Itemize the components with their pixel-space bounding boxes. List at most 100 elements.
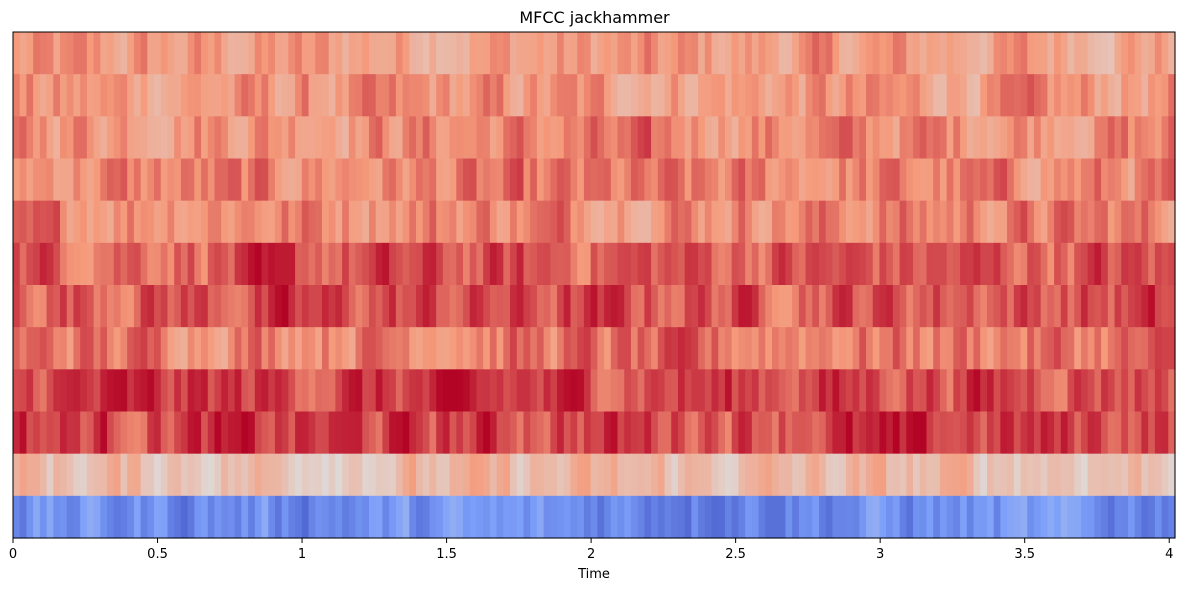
heatmap-cell xyxy=(268,495,276,539)
heatmap-cell xyxy=(960,495,968,539)
heatmap-cell xyxy=(906,116,914,160)
heatmap-cell xyxy=(926,453,934,497)
heatmap-cell xyxy=(913,411,921,455)
heatmap-cell xyxy=(19,242,28,286)
heatmap-cell xyxy=(348,495,357,539)
x-tick-label: 3 xyxy=(876,547,884,562)
heatmap-cell xyxy=(510,495,518,539)
heatmap-cell xyxy=(543,200,551,244)
heatmap-cell xyxy=(295,285,303,328)
heatmap-cell xyxy=(657,158,666,202)
heatmap-cell xyxy=(543,369,551,413)
heatmap-cell xyxy=(812,242,820,286)
heatmap-cell xyxy=(295,495,303,539)
heatmap-cell xyxy=(154,158,162,202)
heatmap-cell xyxy=(724,32,733,75)
heatmap-cell xyxy=(973,32,981,75)
heatmap-cell xyxy=(1114,411,1122,455)
heatmap-cell xyxy=(241,116,249,160)
heatmap-cell xyxy=(839,200,847,244)
heatmap-cell xyxy=(214,369,222,413)
heatmap-cell xyxy=(1094,74,1102,117)
heatmap-cell xyxy=(301,369,310,413)
heatmap-cell xyxy=(342,32,350,75)
heatmap-cell xyxy=(368,242,377,286)
heatmap-cell xyxy=(113,74,122,117)
heatmap-cell xyxy=(677,74,686,117)
heatmap-cell xyxy=(241,411,249,455)
heatmap-cell xyxy=(234,285,242,328)
heatmap-cell xyxy=(993,285,1001,328)
heatmap-cell xyxy=(1161,369,1169,413)
heatmap-cell xyxy=(355,369,363,413)
heatmap-cell xyxy=(792,285,800,328)
heatmap-cell xyxy=(13,74,21,117)
heatmap-cell xyxy=(80,32,88,75)
heatmap-cell xyxy=(684,411,692,455)
heatmap-cell xyxy=(503,74,511,117)
heatmap-cell xyxy=(1074,242,1082,286)
heatmap-cell xyxy=(180,32,189,75)
heatmap-cell xyxy=(684,285,692,328)
heatmap-cell xyxy=(536,200,545,244)
heatmap-cell xyxy=(530,200,538,244)
heatmap-cell xyxy=(664,327,672,370)
heatmap-cell xyxy=(503,116,511,160)
heatmap-cell xyxy=(449,411,457,455)
heatmap-cell xyxy=(187,32,195,75)
heatmap-cell xyxy=(221,74,229,117)
heatmap-cell xyxy=(913,32,921,75)
heatmap-cell xyxy=(301,495,310,539)
heatmap-cell xyxy=(469,411,478,455)
heatmap-cell xyxy=(899,495,907,539)
heatmap-cell xyxy=(866,411,874,455)
heatmap-cell xyxy=(563,116,572,160)
heatmap-cell xyxy=(812,327,820,370)
heatmap-cell xyxy=(160,285,169,328)
heatmap-cell xyxy=(429,495,437,539)
heatmap-cell xyxy=(1033,453,1042,497)
heatmap-cell xyxy=(187,116,195,160)
heatmap-cell xyxy=(966,32,975,75)
heatmap-cell xyxy=(1040,327,1048,370)
heatmap-cell xyxy=(422,369,431,413)
heatmap-cell xyxy=(207,200,216,244)
heatmap-cell xyxy=(254,74,263,117)
heatmap-cell xyxy=(859,327,867,370)
heatmap-cell xyxy=(798,495,807,539)
heatmap-cell xyxy=(86,453,95,497)
heatmap-cell xyxy=(778,116,787,160)
heatmap-cell xyxy=(1047,116,1055,160)
heatmap-cell xyxy=(886,74,894,117)
heatmap-cell xyxy=(819,116,827,160)
heatmap-cell xyxy=(1114,369,1122,413)
heatmap-cell xyxy=(26,116,34,160)
heatmap-cell xyxy=(46,32,54,75)
heatmap-cell xyxy=(1007,327,1015,370)
heatmap-cell xyxy=(731,369,740,413)
heatmap-cell xyxy=(946,285,954,328)
heatmap-cell xyxy=(140,411,148,455)
heatmap-cell xyxy=(46,200,54,244)
heatmap-cell xyxy=(677,495,686,539)
heatmap-cell xyxy=(463,74,471,117)
heatmap-cell xyxy=(234,369,242,413)
heatmap-cell xyxy=(651,411,659,455)
heatmap-cell xyxy=(563,453,572,497)
heatmap-cell xyxy=(677,158,686,202)
heatmap-cell xyxy=(758,327,766,370)
heatmap-cell xyxy=(395,285,404,328)
heatmap-cell xyxy=(1000,200,1008,244)
heatmap-cell xyxy=(335,200,343,244)
heatmap-cell xyxy=(1074,369,1082,413)
heatmap-cell xyxy=(315,242,323,286)
heatmap-cell xyxy=(960,200,968,244)
heatmap-cell xyxy=(301,242,310,286)
heatmap-cell xyxy=(926,200,934,244)
heatmap-cell xyxy=(375,411,384,455)
heatmap-cell xyxy=(1148,411,1156,455)
heatmap-cell xyxy=(389,285,397,328)
heatmap-cell xyxy=(1074,116,1082,160)
heatmap-cell xyxy=(362,242,370,286)
heatmap-cell xyxy=(422,495,431,539)
